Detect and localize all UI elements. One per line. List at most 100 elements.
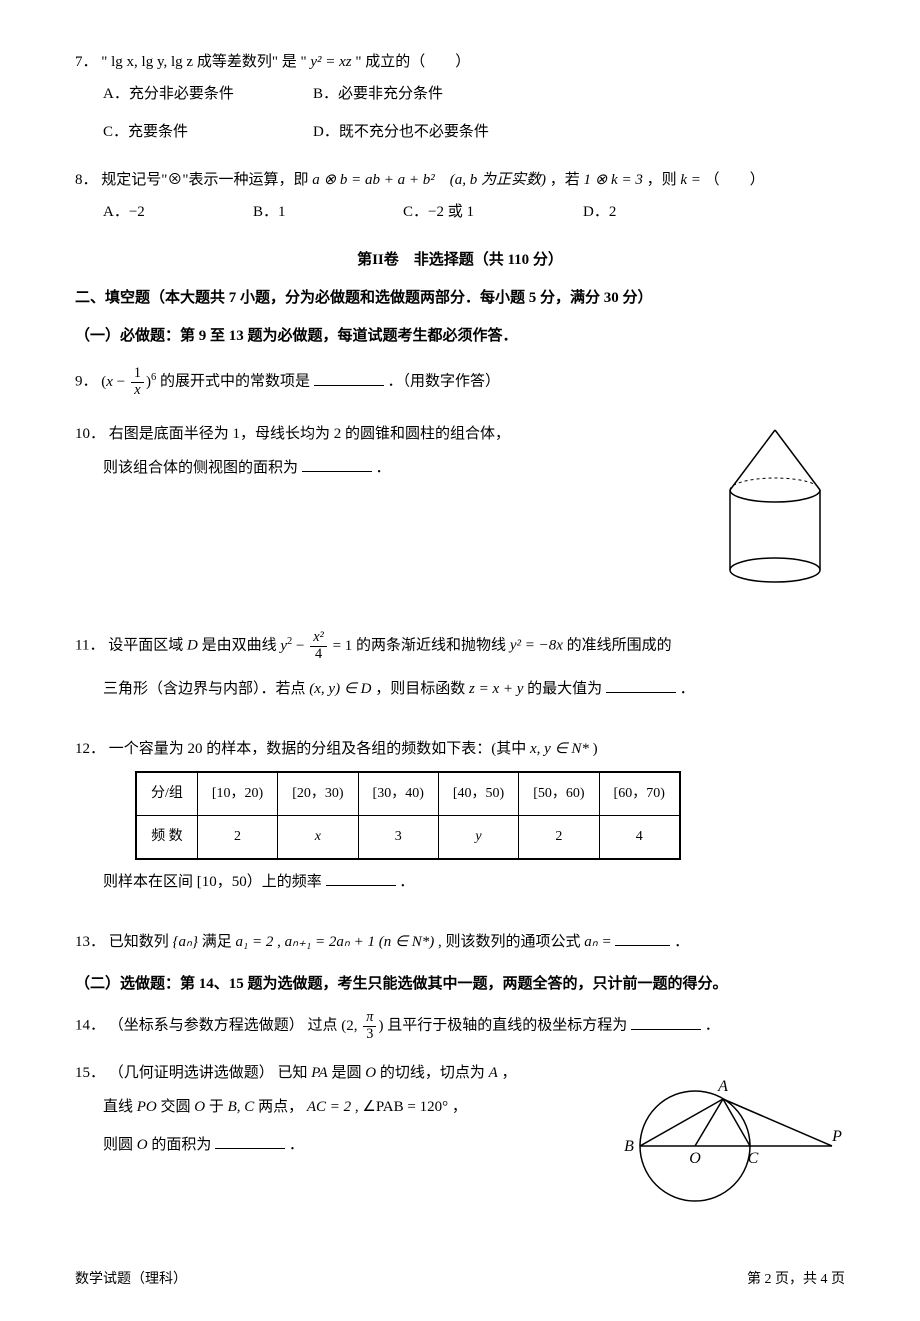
- col-1: [10，20): [197, 772, 277, 816]
- q14-text-c: ．: [705, 1018, 720, 1034]
- q15-ac: AC = 2: [307, 1099, 351, 1115]
- q11-pt: (x, y) ∈ D: [309, 681, 371, 697]
- q8-text-b: ，若: [550, 172, 584, 188]
- question-12: 12． 一个容量为 20 的样本，数据的分组及各组的频数如下表：(其中 x, y…: [75, 737, 845, 895]
- q12-line2-a: 则样本在区间 [10，50）上的频率: [103, 874, 322, 890]
- q11-eq1: = 1: [329, 638, 352, 654]
- q9-frac-den: x: [131, 383, 144, 399]
- q7-opt-a: A．充分非必要条件: [103, 82, 273, 106]
- label-a: A: [717, 1078, 728, 1095]
- q13-number: 13．: [75, 934, 105, 950]
- q15-line2-d: 两点，: [258, 1099, 303, 1115]
- q15-line2-f: ，: [452, 1099, 467, 1115]
- freq-4: y: [438, 816, 518, 860]
- q12-number: 12．: [75, 741, 105, 757]
- q15-line1-a: 已知: [278, 1065, 312, 1081]
- q13-text-d: ．: [674, 934, 689, 950]
- q15-po: PO: [137, 1099, 157, 1115]
- q11-blank: [606, 678, 676, 693]
- q11-eq2: y² = −8x: [510, 638, 563, 654]
- q9-text-a: 的展开式中的常数项是: [160, 374, 310, 390]
- freq-2: x: [278, 816, 358, 860]
- q15-line3-a: 则圆: [103, 1137, 137, 1153]
- q8-opt-c: C．−2 或 1: [403, 200, 543, 224]
- q11-frac-num: x²: [310, 630, 327, 647]
- question-14: 14． （坐标系与参数方程选做题） 过点 (2, π3) 且平行于极轴的直线的极…: [75, 1010, 845, 1042]
- question-11: 11． 设平面区域 D 是由双曲线 y2 − x²4 = 1 的两条渐近线和抛物…: [75, 630, 845, 700]
- label-c: C: [748, 1150, 759, 1167]
- q11-y2: y: [280, 638, 287, 654]
- q10-blank: [302, 457, 372, 472]
- table-row: 分/组 [10，20) [20，30) [30，40) [40，50) [50，…: [136, 772, 680, 816]
- q15-o2: O: [194, 1099, 205, 1115]
- q13-aneq: aₙ =: [584, 934, 611, 950]
- q9-number: 9．: [75, 374, 98, 390]
- q14-frac-num: π: [363, 1010, 376, 1027]
- question-7: 7． " lg x, lg y, lg z 成等差数列" 是 " y² = xz…: [75, 50, 845, 150]
- q13-blank: [615, 931, 670, 946]
- q7-math-a: lg x, lg y, lg z: [111, 54, 193, 70]
- q15-label: （几何证明选讲选做题）: [109, 1065, 274, 1081]
- q11-text-a: 设平面区域: [108, 638, 187, 654]
- q11-z: z = x + y: [469, 681, 523, 697]
- q9-blank: [314, 371, 384, 386]
- section-2-title: 第II卷 非选择题（共 110 分）: [75, 248, 845, 272]
- q15-line1-b: 是圆: [331, 1065, 365, 1081]
- q15-line3-c: ．: [289, 1137, 304, 1153]
- q15-line1-d: ，: [502, 1065, 517, 1081]
- q11-line2-a: 三角形（含边界与内部）．若点: [103, 681, 309, 697]
- q11-text-c: 的两条渐近线和抛物线: [356, 638, 510, 654]
- frequency-table: 分/组 [10，20) [20，30) [30，40) [40，50) [50，…: [135, 771, 681, 861]
- q15-line2-b: 交圆: [161, 1099, 195, 1115]
- q8-math-c: k =: [680, 172, 701, 188]
- q7-text-a: ": [101, 54, 107, 70]
- footer-right: 第 2 页，共 4 页: [747, 1269, 845, 1291]
- q10-number: 10．: [75, 426, 105, 442]
- q8-opt-d: D．2: [583, 200, 616, 224]
- q13-a1: a₁ = 2: [236, 934, 274, 950]
- q14-pt-open: (2,: [341, 1018, 361, 1034]
- q15-a: A: [489, 1065, 498, 1081]
- q12-line2-b: ．: [399, 874, 414, 890]
- q14-blank: [631, 1015, 701, 1030]
- optional-header: （二）选做题：第 14、15 题为选做题，考生只能选做其中一题，两题全答的，只计…: [75, 972, 845, 996]
- q14-frac-den: 3: [363, 1027, 376, 1043]
- q7-opt-b: B．必要非充分条件: [313, 82, 443, 106]
- q13-text-c: , 则该数列的通项公式: [438, 934, 584, 950]
- table-row: 频 数 2 x 3 y 2 4: [136, 816, 680, 860]
- q11-line2-c: 的最大值为: [527, 681, 602, 697]
- q10-line2-a: 则该组合体的侧视图的面积为: [103, 460, 298, 476]
- q15-bc: B, C: [228, 1099, 255, 1115]
- q12-text-a: 一个容量为 20 的样本，数据的分组及各组的频数如下表：(其中: [109, 741, 530, 757]
- q15-line2-c: 于: [209, 1099, 228, 1115]
- q8-math-a: a ⊗ b = ab + a + b² (a, b 为正实数): [312, 172, 546, 188]
- q11-line2-b: ，则目标函数: [375, 681, 469, 697]
- q9-exp: 6: [151, 372, 156, 383]
- q10-line2-b: ．: [376, 460, 391, 476]
- col-5: [50，60): [519, 772, 599, 816]
- q7-text-b: 成等差数列" 是 ": [197, 54, 307, 70]
- q13-comma: ,: [277, 934, 285, 950]
- q12-text-b: ): [593, 741, 598, 757]
- question-10: 10． 右图是底面半径为 1，母线长均为 2 的圆锥和圆柱的组合体， 则该组合体…: [75, 422, 845, 600]
- q9-x: x: [106, 374, 113, 390]
- question-15: A B O C P 15． （几何证明选讲选做题） 已知 PA 是圆 O 的切线…: [75, 1061, 845, 1229]
- q15-pa: PA: [311, 1065, 327, 1081]
- q9-text-b: ．（用数字作答）: [388, 374, 501, 390]
- q13-an: {aₙ}: [173, 934, 198, 950]
- question-9: 9． (x − 1x)6 的展开式中的常数项是 ．（用数字作答）: [75, 366, 845, 398]
- cone-cylinder-figure: [705, 422, 845, 600]
- required-header: （一）必做题：第 9 至 13 题为必做题，每道试题考生都必须作答．: [75, 324, 845, 348]
- question-8: 8． 规定记号"⊗"表示一种运算，即 a ⊗ b = ab + a + b² (…: [75, 168, 845, 230]
- q15-ang: ∠PAB = 120°: [362, 1099, 448, 1115]
- q15-line2-a: 直线: [103, 1099, 137, 1115]
- q15-line3-b: 的面积为: [151, 1137, 211, 1153]
- q15-number: 15．: [75, 1065, 105, 1081]
- freq-1: 2: [197, 816, 277, 860]
- label-p: P: [831, 1128, 842, 1145]
- col-6: [60，70): [599, 772, 680, 816]
- q11-d: D: [187, 638, 198, 654]
- q12-xy: x, y ∈ N*: [530, 741, 589, 757]
- freq-5: 2: [519, 816, 599, 860]
- q13-text-a: 已知数列: [109, 934, 173, 950]
